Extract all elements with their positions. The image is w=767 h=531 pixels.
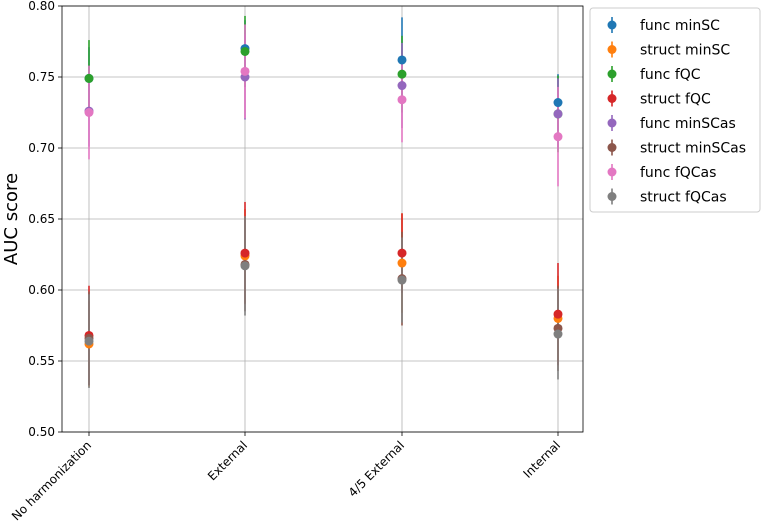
data-point	[397, 81, 407, 91]
data-marks	[84, 15, 563, 388]
y-axis-label: AUC score	[1, 173, 22, 265]
legend-marker	[607, 118, 617, 128]
data-point	[84, 73, 94, 83]
x-tick-label: Internal	[521, 438, 564, 481]
data-point	[553, 132, 563, 142]
data-point	[553, 109, 563, 119]
legend-marker	[607, 20, 617, 30]
legend-label: struct minSC	[640, 43, 730, 59]
data-point	[240, 66, 250, 76]
y-tick-label: 0.60	[28, 283, 55, 297]
data-point	[240, 261, 250, 271]
y-tick-label: 0.75	[28, 70, 55, 84]
plot-frame	[61, 5, 584, 433]
data-point	[240, 248, 250, 258]
data-point	[553, 329, 563, 339]
y-tick-label: 0.80	[28, 0, 55, 13]
legend-marker	[607, 69, 617, 79]
legend-label: struct minSCas	[640, 141, 746, 157]
legend-label: func minSC	[640, 18, 720, 34]
legend-label: struct fQC	[640, 92, 711, 108]
legend-box	[589, 7, 761, 213]
data-point	[397, 258, 407, 268]
x-tick-label: External	[205, 438, 250, 483]
grid-lines	[62, 5, 583, 433]
data-point	[84, 108, 94, 117]
x-tick-label: No harmonization	[9, 438, 94, 523]
data-point	[397, 55, 407, 65]
legend: func minSC struct minSC func fQC struct fQC…	[589, 7, 761, 213]
y-tick-label: 0.70	[28, 141, 55, 155]
legend-label: struct fQCas	[640, 190, 727, 206]
y-tick-label: 0.55	[28, 354, 55, 368]
x-tick-label: 4/5 External	[346, 438, 407, 499]
data-point	[397, 275, 407, 285]
legend-marker	[607, 45, 617, 54]
data-point	[397, 248, 407, 258]
data-point	[84, 336, 94, 346]
data-point	[553, 309, 563, 319]
y-tick-label: 0.65	[28, 212, 55, 226]
data-point	[553, 98, 563, 108]
legend-marker	[607, 192, 617, 201]
legend-label: func fQCas	[640, 165, 716, 181]
legend-marker	[607, 94, 617, 103]
data-point	[240, 46, 250, 56]
legend-label: func fQC	[640, 67, 701, 83]
legend-marker	[607, 167, 617, 177]
y-tick-label: 0.50	[28, 425, 55, 439]
legend-label: func minSCas	[640, 116, 736, 132]
plot-axes: 0.50 0.55 0.60 0.65 0.70 0.75 0.80 No harmoniza…	[9, 0, 584, 523]
legend-marker	[607, 143, 617, 152]
data-point	[397, 69, 407, 79]
data-point	[397, 95, 407, 105]
